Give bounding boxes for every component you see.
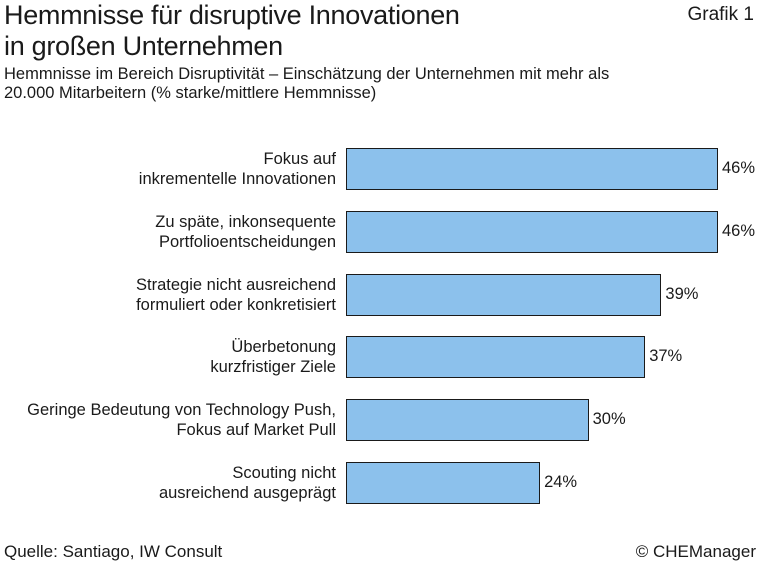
value-label: 46% bbox=[722, 221, 756, 240]
copyright-note: © CHEManager bbox=[635, 542, 756, 561]
source-note: Quelle: Santiago, IW Consult bbox=[4, 542, 223, 561]
category-label: Strategie nicht ausreichend formuliert o… bbox=[136, 275, 336, 314]
bar bbox=[346, 462, 541, 504]
value-label: 46% bbox=[722, 159, 756, 177]
value-label: 30% bbox=[592, 410, 626, 429]
bar bbox=[346, 210, 718, 253]
category-label: Überbetonung kurzfristiger Ziele bbox=[210, 338, 336, 377]
category-label: Fokus auf inkrementelle Innovationen bbox=[138, 150, 336, 188]
category-label: Zu späte, inkonsequente Portfolioentsche… bbox=[155, 212, 336, 251]
value-label: 39% bbox=[665, 284, 699, 303]
category-label: Scouting nicht ausreichend ausgeprägt bbox=[158, 464, 336, 502]
figure-tag: Grafik 1 bbox=[687, 4, 754, 25]
bar bbox=[346, 336, 646, 379]
category-label: Geringe Bedeutung von Technology Push, F… bbox=[27, 401, 336, 440]
chart-title: Hemmnisse für disruptive Innovationen in… bbox=[4, 0, 460, 61]
bar bbox=[346, 273, 662, 316]
chart-subtitle: Hemmnisse im Bereich Disruptivität – Ein… bbox=[4, 65, 610, 102]
value-label: 37% bbox=[649, 347, 683, 366]
bar bbox=[346, 148, 718, 190]
value-label: 24% bbox=[544, 473, 578, 491]
bar bbox=[346, 399, 589, 442]
